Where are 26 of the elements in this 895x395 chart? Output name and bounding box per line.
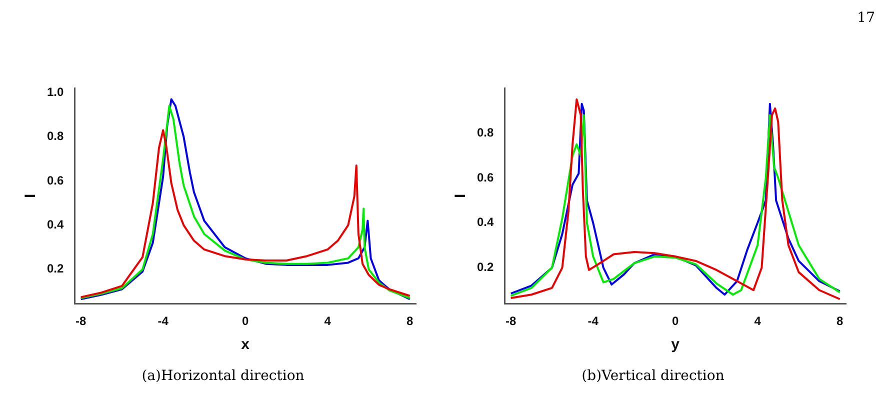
y-axis-title: I <box>22 194 40 198</box>
x-tick-label: 8 <box>406 314 414 328</box>
x-tick-label: -4 <box>158 314 169 328</box>
y-tick-label: 0.6 <box>46 173 64 188</box>
x-axis-title: x <box>241 336 250 354</box>
y-tick-label: 0.8 <box>476 125 494 140</box>
y-tick-label: 1.0 <box>46 84 64 99</box>
y-tick-label: 0.6 <box>476 170 494 184</box>
x-tick-label: 8 <box>836 314 844 328</box>
x-tick-label: -4 <box>588 314 599 328</box>
y-tick-label: 0.4 <box>476 215 494 230</box>
x-tick-label: 4 <box>754 314 762 328</box>
y-tick-label: 0.2 <box>476 260 494 274</box>
x-tick-label: 0 <box>672 314 679 328</box>
text: 17 <box>857 10 875 26</box>
x-tick-label: -8 <box>76 314 87 328</box>
x-axis-title: y <box>671 336 680 354</box>
text: (b)Vertical direction <box>580 368 726 384</box>
x-tick-label: 4 <box>324 314 332 328</box>
x-tick-label: -8 <box>506 314 517 328</box>
y-axis-title: I <box>452 194 470 198</box>
x-tick-label: 0 <box>242 314 249 328</box>
y-tick-label: 0.2 <box>46 262 64 276</box>
y-tick-label: 0.8 <box>46 129 64 144</box>
y-tick-label: 0.4 <box>46 217 64 232</box>
text: (a)Horizontal direction <box>140 368 306 384</box>
